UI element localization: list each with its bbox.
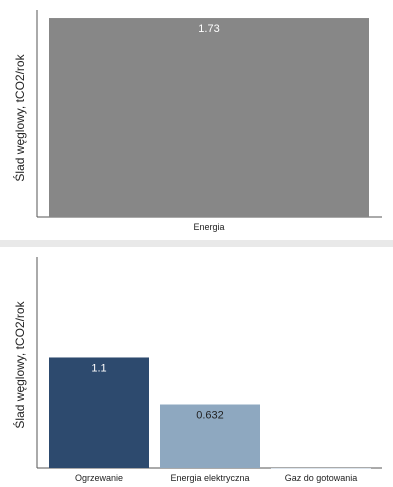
x-tick-label-2: Gaz do gotowania [285, 473, 358, 483]
bar-0 [49, 18, 369, 217]
x-tick-label-1: Energia elektryczna [170, 473, 249, 483]
bar-0 [49, 357, 149, 468]
y-axis-label: Ślad węglowy, tCO2/rok [12, 53, 27, 181]
bar-1 [160, 404, 260, 468]
x-tick-label-0: Energia [193, 222, 224, 232]
energy-breakdown-chart-svg: Ślad węglowy, tCO2/rok 1.1 Ogrzewanie 0.63… [12, 257, 382, 483]
energy-breakdown-chart: Ślad węglowy, tCO2/rok 1.1 Ogrzewanie 0.63… [0, 247, 393, 487]
y-axis-label: Ślad węglowy, tCO2/rok [12, 300, 27, 428]
panel-divider [0, 240, 393, 247]
bar-2 [271, 468, 371, 469]
energy-total-chart: Ślad węglowy, tCO2/rok 1.73 Energia [0, 0, 393, 240]
data-label-0: 1.1 [91, 362, 106, 374]
x-tick-label-0: Ogrzewanie [75, 473, 123, 483]
data-label-0: 1.73 [198, 23, 219, 35]
data-label-1: 0.632 [196, 409, 224, 421]
energy-total-chart-svg: Ślad węglowy, tCO2/rok 1.73 Energia [12, 10, 382, 232]
